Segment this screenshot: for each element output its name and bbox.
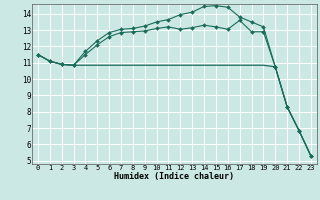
- X-axis label: Humidex (Indice chaleur): Humidex (Indice chaleur): [115, 172, 234, 181]
